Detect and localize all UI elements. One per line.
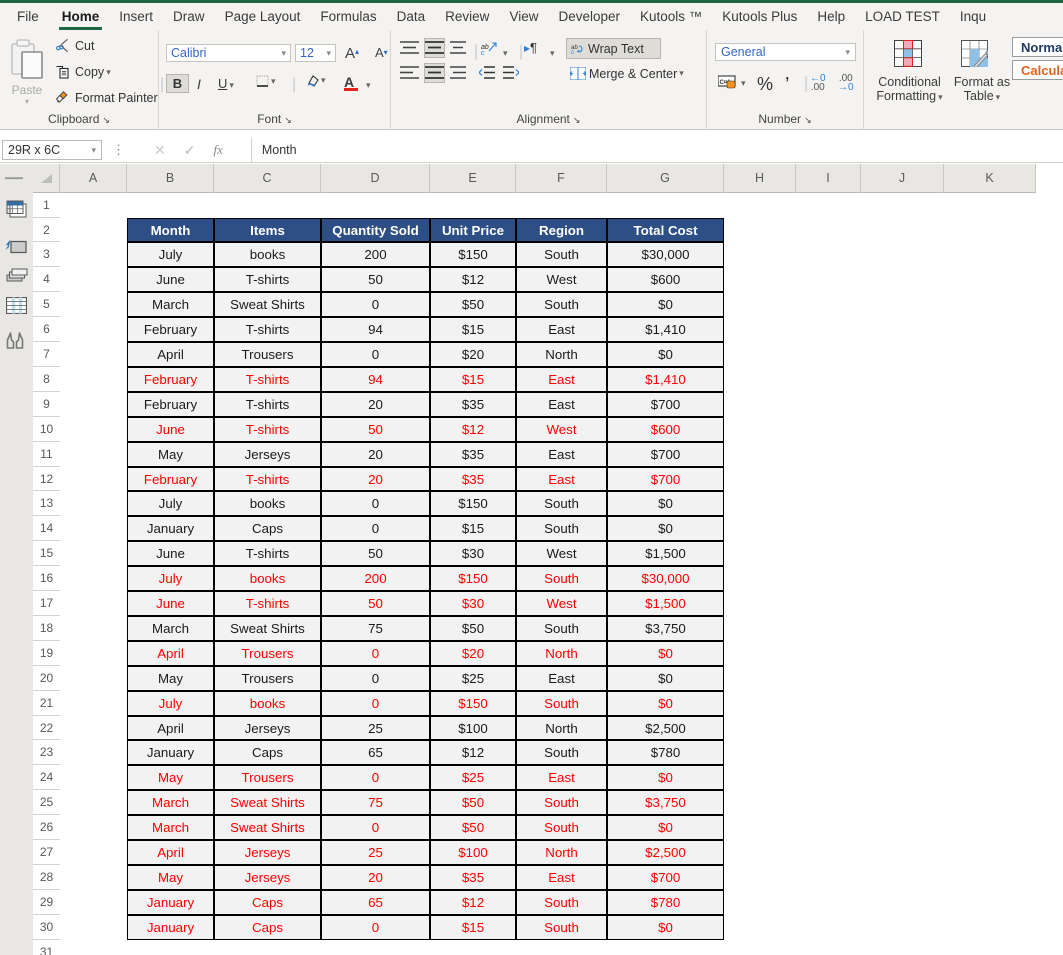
svg-text:c: c <box>481 50 485 56</box>
svg-text:c: c <box>571 50 574 55</box>
